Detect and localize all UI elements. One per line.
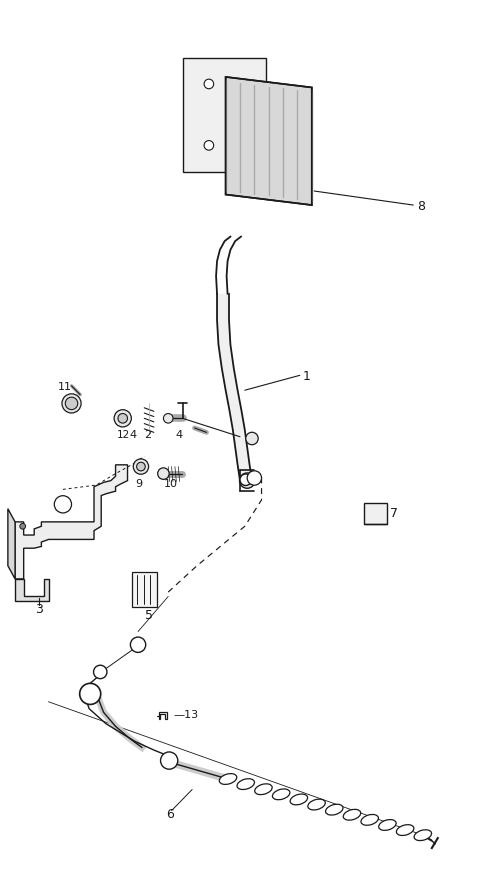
Circle shape (133, 459, 149, 475)
Circle shape (204, 141, 214, 151)
Circle shape (157, 468, 169, 479)
Text: 1: 1 (302, 370, 310, 383)
Circle shape (65, 398, 78, 410)
Text: 9: 9 (136, 479, 143, 489)
Polygon shape (158, 713, 167, 719)
Ellipse shape (255, 784, 272, 795)
Ellipse shape (308, 799, 325, 810)
Ellipse shape (325, 804, 343, 815)
Text: 7: 7 (390, 506, 398, 519)
Polygon shape (15, 579, 48, 601)
Circle shape (20, 524, 25, 529)
Circle shape (114, 410, 132, 428)
Circle shape (247, 471, 262, 486)
Text: 4: 4 (130, 429, 137, 440)
Ellipse shape (237, 779, 254, 789)
Polygon shape (8, 509, 15, 579)
Text: —13: —13 (173, 709, 198, 719)
Circle shape (54, 496, 72, 514)
Circle shape (160, 752, 178, 769)
Circle shape (94, 666, 107, 679)
Polygon shape (364, 503, 387, 524)
Circle shape (137, 463, 145, 471)
Circle shape (246, 433, 258, 445)
Ellipse shape (414, 830, 432, 840)
Ellipse shape (343, 810, 361, 820)
Circle shape (80, 684, 101, 705)
Text: 5: 5 (145, 608, 153, 621)
Polygon shape (15, 465, 128, 579)
Polygon shape (226, 78, 312, 205)
Text: 3: 3 (35, 602, 43, 615)
Text: 12: 12 (117, 429, 130, 440)
Circle shape (240, 474, 252, 486)
Circle shape (204, 80, 214, 90)
Text: 2: 2 (144, 429, 151, 440)
Circle shape (118, 414, 128, 423)
Text: 4: 4 (175, 429, 182, 440)
Text: 8: 8 (417, 199, 425, 212)
Bar (132, 572, 157, 608)
Circle shape (243, 478, 251, 485)
Polygon shape (182, 59, 266, 172)
Polygon shape (217, 294, 252, 481)
Text: 6: 6 (166, 807, 174, 820)
Ellipse shape (396, 824, 414, 836)
Text: 10: 10 (163, 479, 178, 489)
Circle shape (163, 414, 173, 423)
Text: 11: 11 (58, 381, 72, 392)
Ellipse shape (219, 774, 237, 785)
Ellipse shape (379, 820, 396, 831)
Ellipse shape (290, 794, 308, 805)
Ellipse shape (273, 789, 290, 800)
Circle shape (62, 394, 81, 414)
Ellipse shape (361, 815, 378, 825)
Circle shape (131, 637, 146, 652)
Circle shape (240, 473, 255, 489)
